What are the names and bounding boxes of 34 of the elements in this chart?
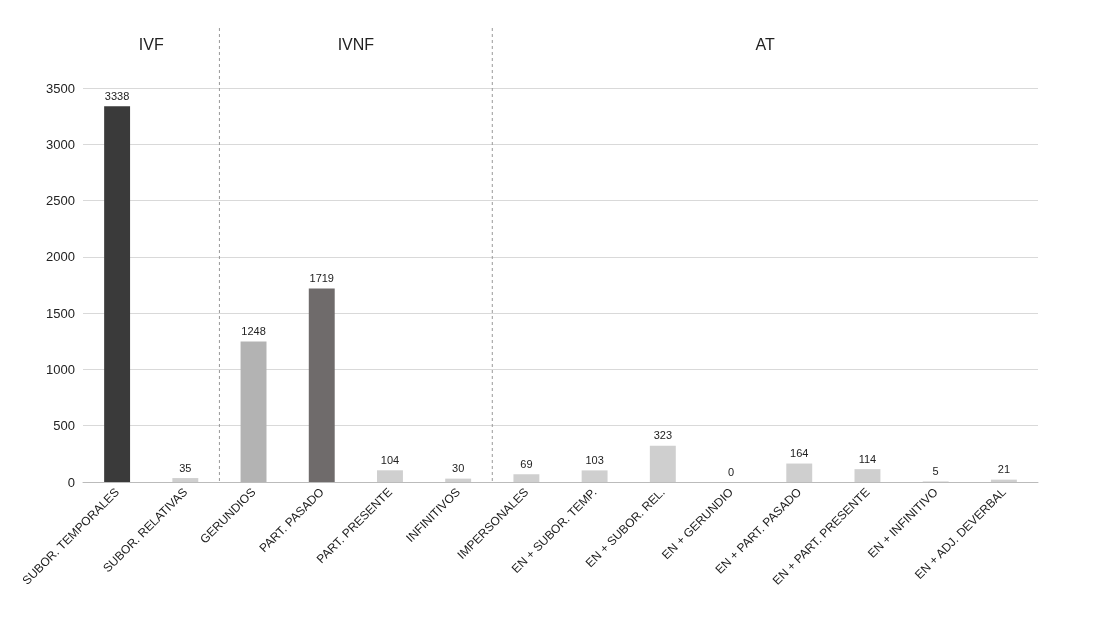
data-label: 1248 xyxy=(241,325,266,338)
data-label: 1719 xyxy=(309,271,334,284)
data-label: 323 xyxy=(653,429,672,442)
bar xyxy=(786,463,813,482)
data-label: 3338 xyxy=(104,89,130,102)
bar xyxy=(581,470,608,482)
bar xyxy=(172,478,199,482)
data-label: 104 xyxy=(380,453,400,466)
text: IVF xyxy=(138,35,164,53)
bar xyxy=(104,106,131,482)
data-label: 35 xyxy=(179,461,192,474)
data-label: 21 xyxy=(997,463,1011,476)
y-tick-label: 2500 xyxy=(46,193,75,209)
bar xyxy=(854,469,881,482)
y-tick-label: 1500 xyxy=(46,305,75,321)
data-label: 164 xyxy=(790,447,809,460)
data-label: 30 xyxy=(452,462,465,475)
y-tick-label: 1000 xyxy=(46,361,75,377)
y-tick-label: 3000 xyxy=(46,136,75,152)
text: IVNF xyxy=(337,35,375,53)
bar xyxy=(308,288,335,482)
y-tick-label: 3500 xyxy=(46,80,75,96)
data-label: 69 xyxy=(520,457,533,470)
bar xyxy=(649,445,676,482)
text: AT xyxy=(755,35,775,53)
data-label: 0 xyxy=(727,465,735,478)
data-label: 103 xyxy=(585,453,604,466)
data-label: 114 xyxy=(858,452,877,465)
y-tick-label: 500 xyxy=(53,418,75,434)
y-tick-label: 2000 xyxy=(46,249,75,265)
data-label: 5 xyxy=(932,464,939,477)
bar xyxy=(513,474,540,482)
bar xyxy=(377,470,403,482)
y-tick-label: 0 xyxy=(67,474,75,490)
